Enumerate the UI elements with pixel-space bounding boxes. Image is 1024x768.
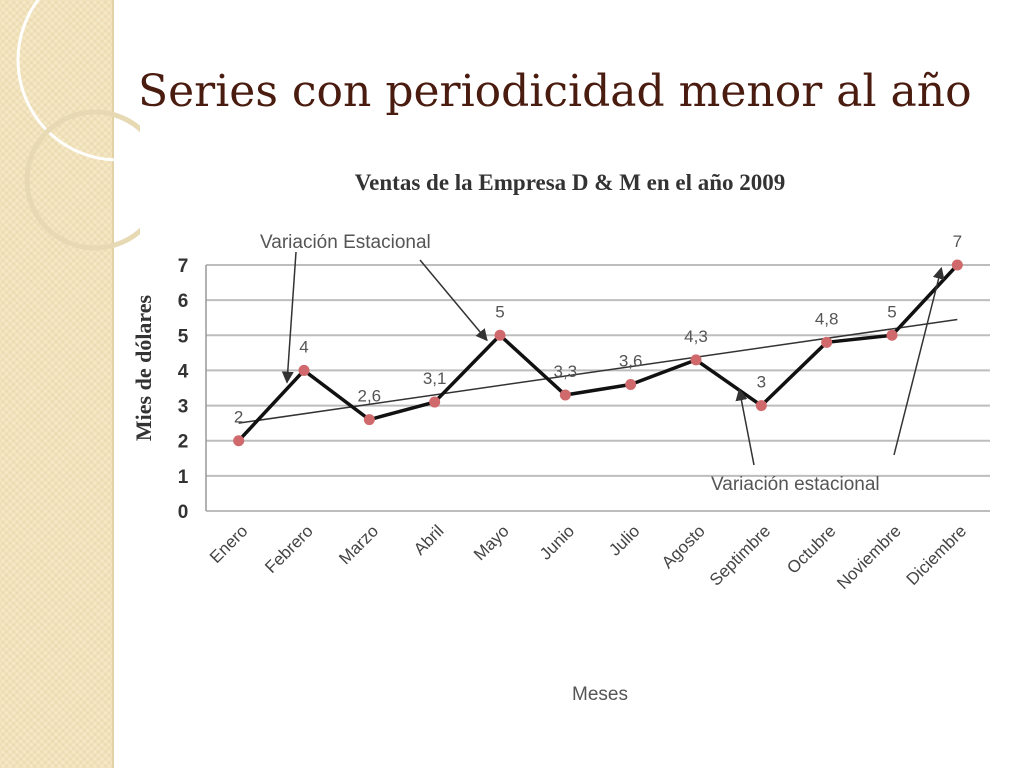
- y-tick-label: 4: [178, 361, 189, 382]
- decorative-rings: [16, 0, 140, 251]
- trendline: [238, 318, 958, 424]
- data-label: 4,8: [815, 309, 839, 328]
- decorative-side-band: [0, 0, 114, 768]
- data-point: [951, 259, 963, 271]
- y-tick-label: 5: [178, 326, 189, 347]
- data-label: 3,6: [619, 351, 643, 370]
- data-label: 3: [757, 373, 766, 392]
- data-point: [625, 378, 637, 390]
- data-label: 3,1: [423, 369, 447, 388]
- data-point: [886, 329, 898, 341]
- x-tick-label: Agosto: [658, 521, 709, 572]
- x-tick-label: Octubre: [783, 521, 839, 577]
- data-point: [821, 336, 833, 348]
- data-point: [298, 364, 310, 376]
- series-group: 2 4 2,6 3,1 5 3,3 3,6 4,3 3 4,8 5 7: [233, 232, 963, 447]
- annotation-label: Variación estacional: [711, 474, 880, 495]
- slide-title: Series con periodicidad menor al año: [138, 66, 972, 117]
- data-label: 7: [953, 232, 962, 251]
- series-line: [237, 263, 959, 442]
- y-tick-label: 0: [178, 502, 189, 523]
- data-point: [233, 435, 245, 447]
- data-label: 5: [887, 302, 896, 321]
- x-tick-label: Febrero: [261, 521, 317, 577]
- x-tick-label: Mayo: [470, 521, 513, 564]
- annotation-arrow: [893, 266, 945, 456]
- data-label: 2,6: [358, 387, 382, 406]
- x-tick-label: Septimbre: [706, 521, 774, 589]
- data-point: [690, 354, 702, 366]
- decorative-ring-large: [16, 0, 140, 162]
- annotation-label: Variación Estacional: [260, 232, 431, 253]
- x-tick-label: Diciembre: [903, 521, 971, 589]
- y-tick-label: 2: [178, 432, 189, 453]
- y-axis-label: Mies de dólares: [131, 294, 156, 441]
- y-tick-label: 1: [178, 467, 189, 488]
- y-tick-label: 3: [178, 397, 189, 418]
- x-axis-label: Meses: [572, 684, 628, 705]
- x-tick-label: Julio: [605, 521, 643, 559]
- x-tick-label: Enero: [206, 521, 252, 567]
- data-label: 3,3: [554, 362, 578, 381]
- annotation-arrow: [419, 259, 488, 342]
- annotation-group: Variación Estacional Variación estacional: [260, 232, 945, 495]
- data-point: [755, 400, 767, 412]
- x-tick-labels: Enero Febrero Marzo Abril Mayo Junio Julio Agos…: [206, 521, 970, 593]
- sales-line-chart: Ventas de la Empresa D & M en el año 200…: [131, 170, 990, 705]
- data-label: 4: [299, 337, 308, 356]
- data-label: 4,3: [684, 327, 708, 346]
- y-tick-label: 6: [178, 291, 189, 312]
- annotation-arrow: [735, 388, 755, 466]
- data-point: [559, 389, 571, 401]
- y-tick-label: 7: [178, 256, 189, 277]
- data-point: [363, 414, 375, 426]
- data-label: 5: [495, 302, 504, 321]
- x-tick-label: Abril: [410, 521, 447, 558]
- data-point: [429, 396, 441, 408]
- x-tick-label: Marzo: [335, 521, 382, 568]
- gridlines: [205, 264, 990, 512]
- chart-title: Ventas de la Empresa D & M en el año 200…: [355, 170, 786, 195]
- x-tick-label: Junio: [536, 521, 578, 563]
- data-label: 2: [234, 408, 243, 427]
- data-point: [494, 329, 506, 341]
- trendline-group: [238, 318, 958, 424]
- x-tick-label: Noviembre: [833, 521, 905, 593]
- decorative-ring-small: [24, 109, 140, 251]
- annotation-arrow: [281, 251, 297, 384]
- y-tick-labels: 0 1 2 3 4 5 6 7: [178, 256, 189, 523]
